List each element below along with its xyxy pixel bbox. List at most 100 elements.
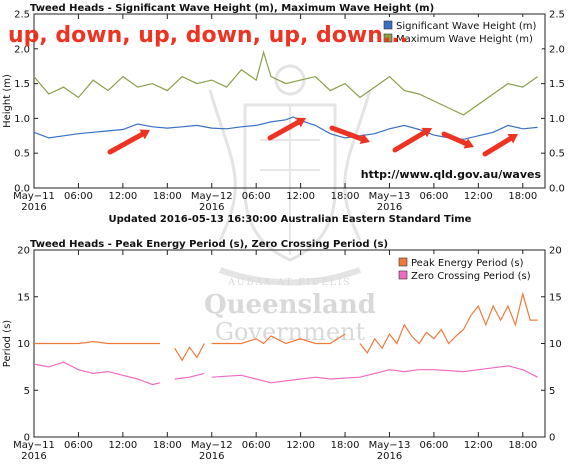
wave-height-chart: 0.0 0.0 0.5 0.5 1.0 1.0 1.5 1.5 2.0 2.0 2.5 2.5 Heig… bbox=[2, 10, 565, 214]
series-line-zero bbox=[33, 361, 161, 386]
annotation-arrow-shaft bbox=[482, 136, 513, 157]
queensland-government-watermark: AUDAX AT FIDELIS Queensland Government bbox=[204, 64, 376, 346]
x-tick-label: 18:00 bbox=[508, 440, 537, 451]
series-line-peak bbox=[174, 343, 205, 362]
series-line-peak bbox=[34, 340, 160, 345]
x-tick-label: 18:00 bbox=[153, 440, 182, 451]
legend-label-sig: Significant Wave Height (m) bbox=[396, 21, 536, 32]
legend-swatch-zero bbox=[398, 270, 408, 280]
x-tick-label: 12:00 bbox=[108, 440, 137, 451]
watermark-seal-text: AUDAX AT FIDELIS bbox=[227, 278, 351, 288]
x-tick-label: 06:00 bbox=[242, 440, 271, 451]
x-tick-year-label: 2016 bbox=[199, 451, 224, 462]
x-tick-label: May−11 bbox=[13, 191, 55, 202]
x-tick-label: 18:00 bbox=[331, 440, 360, 451]
x-tick-label: 06:00 bbox=[64, 191, 93, 202]
series-line-zero bbox=[174, 372, 205, 380]
annotation-arrow-head bbox=[421, 127, 432, 138]
y-tick-label-right: 1.0 bbox=[549, 114, 565, 125]
annotation-arrow-shaft bbox=[392, 130, 427, 153]
annotation-arrow-shaft bbox=[267, 119, 301, 141]
x-tick-label: 06:00 bbox=[242, 191, 271, 202]
source-url-label: http://www.qld.gov.au/waves bbox=[361, 168, 542, 181]
bottom-chart-title: Tweed Heads - Peak Energy Period (s), Ze… bbox=[30, 239, 388, 250]
x-tick-label: May−11 bbox=[13, 440, 55, 451]
annotation-arrow-head bbox=[139, 129, 150, 140]
y-tick-label-left: 5 bbox=[24, 386, 30, 397]
x-tick-year-label: 2016 bbox=[377, 202, 402, 213]
y-tick-label-right: 2.0 bbox=[549, 44, 565, 55]
y-tick-label-right: 2.5 bbox=[549, 10, 565, 21]
y-axis-label: Period (s) bbox=[2, 320, 13, 367]
legend-swatch-sig bbox=[383, 20, 393, 30]
y-tick-label-left: 0.0 bbox=[14, 184, 30, 195]
watermark-line-1: Queensland bbox=[204, 290, 376, 320]
y-tick-label-right: 15 bbox=[549, 292, 562, 303]
y-tick-label-right: 1.5 bbox=[549, 79, 565, 90]
y-tick-label-left: 1.0 bbox=[14, 114, 30, 125]
series-line-max bbox=[33, 50, 538, 116]
watermark-line-2: Government bbox=[215, 318, 366, 346]
y-tick-label-left: 1.5 bbox=[14, 79, 30, 90]
y-tick-label-right: 20 bbox=[549, 246, 562, 257]
x-tick-label: 06:00 bbox=[64, 440, 93, 451]
legend-label-max: Maximum Wave Height (m) bbox=[396, 34, 533, 45]
x-tick-label: 18:00 bbox=[153, 191, 182, 202]
queensland-seal-icon bbox=[208, 64, 372, 286]
x-tick-label: 18:00 bbox=[508, 191, 537, 202]
annotation-text: up, down, up, down, up, down... bbox=[8, 23, 408, 48]
x-tick-label: 06:00 bbox=[419, 191, 448, 202]
y-tick-label-right: 10 bbox=[549, 339, 562, 350]
x-tick-year-label: 2016 bbox=[377, 451, 402, 462]
y-tick-label-left: 2.5 bbox=[14, 10, 30, 21]
x-tick-year-label: 2016 bbox=[21, 202, 46, 213]
chart-legend: Peak Energy Period (s) Zero Crossing Peri… bbox=[395, 254, 543, 286]
legend-label-zero: Zero Crossing Period (s) bbox=[411, 271, 531, 282]
y-tick-label-left: 0 bbox=[24, 433, 30, 444]
y-tick-label-left: 0.5 bbox=[14, 149, 30, 160]
y-tick-label-right: 5 bbox=[549, 386, 555, 397]
y-axis-label: Height (m) bbox=[2, 74, 13, 128]
series-line-peak bbox=[359, 291, 538, 354]
series-line-peak bbox=[211, 333, 346, 345]
annotation-arrow-shaft bbox=[107, 131, 145, 155]
annotation-arrows bbox=[107, 117, 518, 157]
x-tick-year-label: 2016 bbox=[199, 202, 224, 213]
legend-label-peak: Peak Energy Period (s) bbox=[411, 258, 524, 269]
legend-swatch-max bbox=[383, 33, 393, 43]
y-tick-label-right: 0 bbox=[549, 433, 555, 444]
x-tick-label: 12:00 bbox=[286, 191, 315, 202]
x-tick-label: 06:00 bbox=[419, 440, 448, 451]
y-tick-label-left: 10 bbox=[17, 339, 30, 350]
y-tick-label-right: 0.5 bbox=[549, 149, 565, 160]
legend-background bbox=[395, 254, 543, 286]
legend-swatch-peak bbox=[398, 257, 408, 267]
x-tick-label: 18:00 bbox=[331, 191, 360, 202]
x-tick-label: May−12 bbox=[191, 191, 233, 202]
chart-legend: Significant Wave Height (m) Maximum Wave … bbox=[380, 17, 542, 49]
plot-frame bbox=[33, 13, 546, 189]
y-tick-label-left: 2.0 bbox=[14, 44, 30, 55]
y-tick-label-right: 0.0 bbox=[549, 184, 565, 195]
x-tick-label: May−13 bbox=[369, 440, 411, 451]
x-tick-label: 12:00 bbox=[464, 440, 493, 451]
x-tick-label: May−13 bbox=[369, 191, 411, 202]
updated-timestamp: Updated 2016-05-13 16:30:00 Australian E… bbox=[109, 214, 472, 225]
annotation-arrow-head bbox=[295, 117, 306, 128]
x-tick-label: 12:00 bbox=[464, 191, 493, 202]
x-tick-label: May−12 bbox=[191, 440, 233, 451]
series-line-zero bbox=[211, 365, 538, 384]
top-chart-title: Tweed Heads - Significant Wave Height (m… bbox=[30, 3, 434, 14]
x-tick-label: 12:00 bbox=[286, 440, 315, 451]
annotation-arrow-head bbox=[463, 138, 474, 149]
x-tick-label: 12:00 bbox=[108, 191, 137, 202]
annotation-arrow-shaft bbox=[329, 125, 365, 142]
x-tick-year-label: 2016 bbox=[21, 451, 46, 462]
y-tick-label-left: 20 bbox=[17, 246, 30, 257]
annotation-arrow-shaft bbox=[441, 131, 469, 146]
annotation-arrow-head bbox=[507, 134, 518, 144]
y-tick-label-left: 15 bbox=[17, 292, 30, 303]
legend-background bbox=[380, 17, 542, 49]
